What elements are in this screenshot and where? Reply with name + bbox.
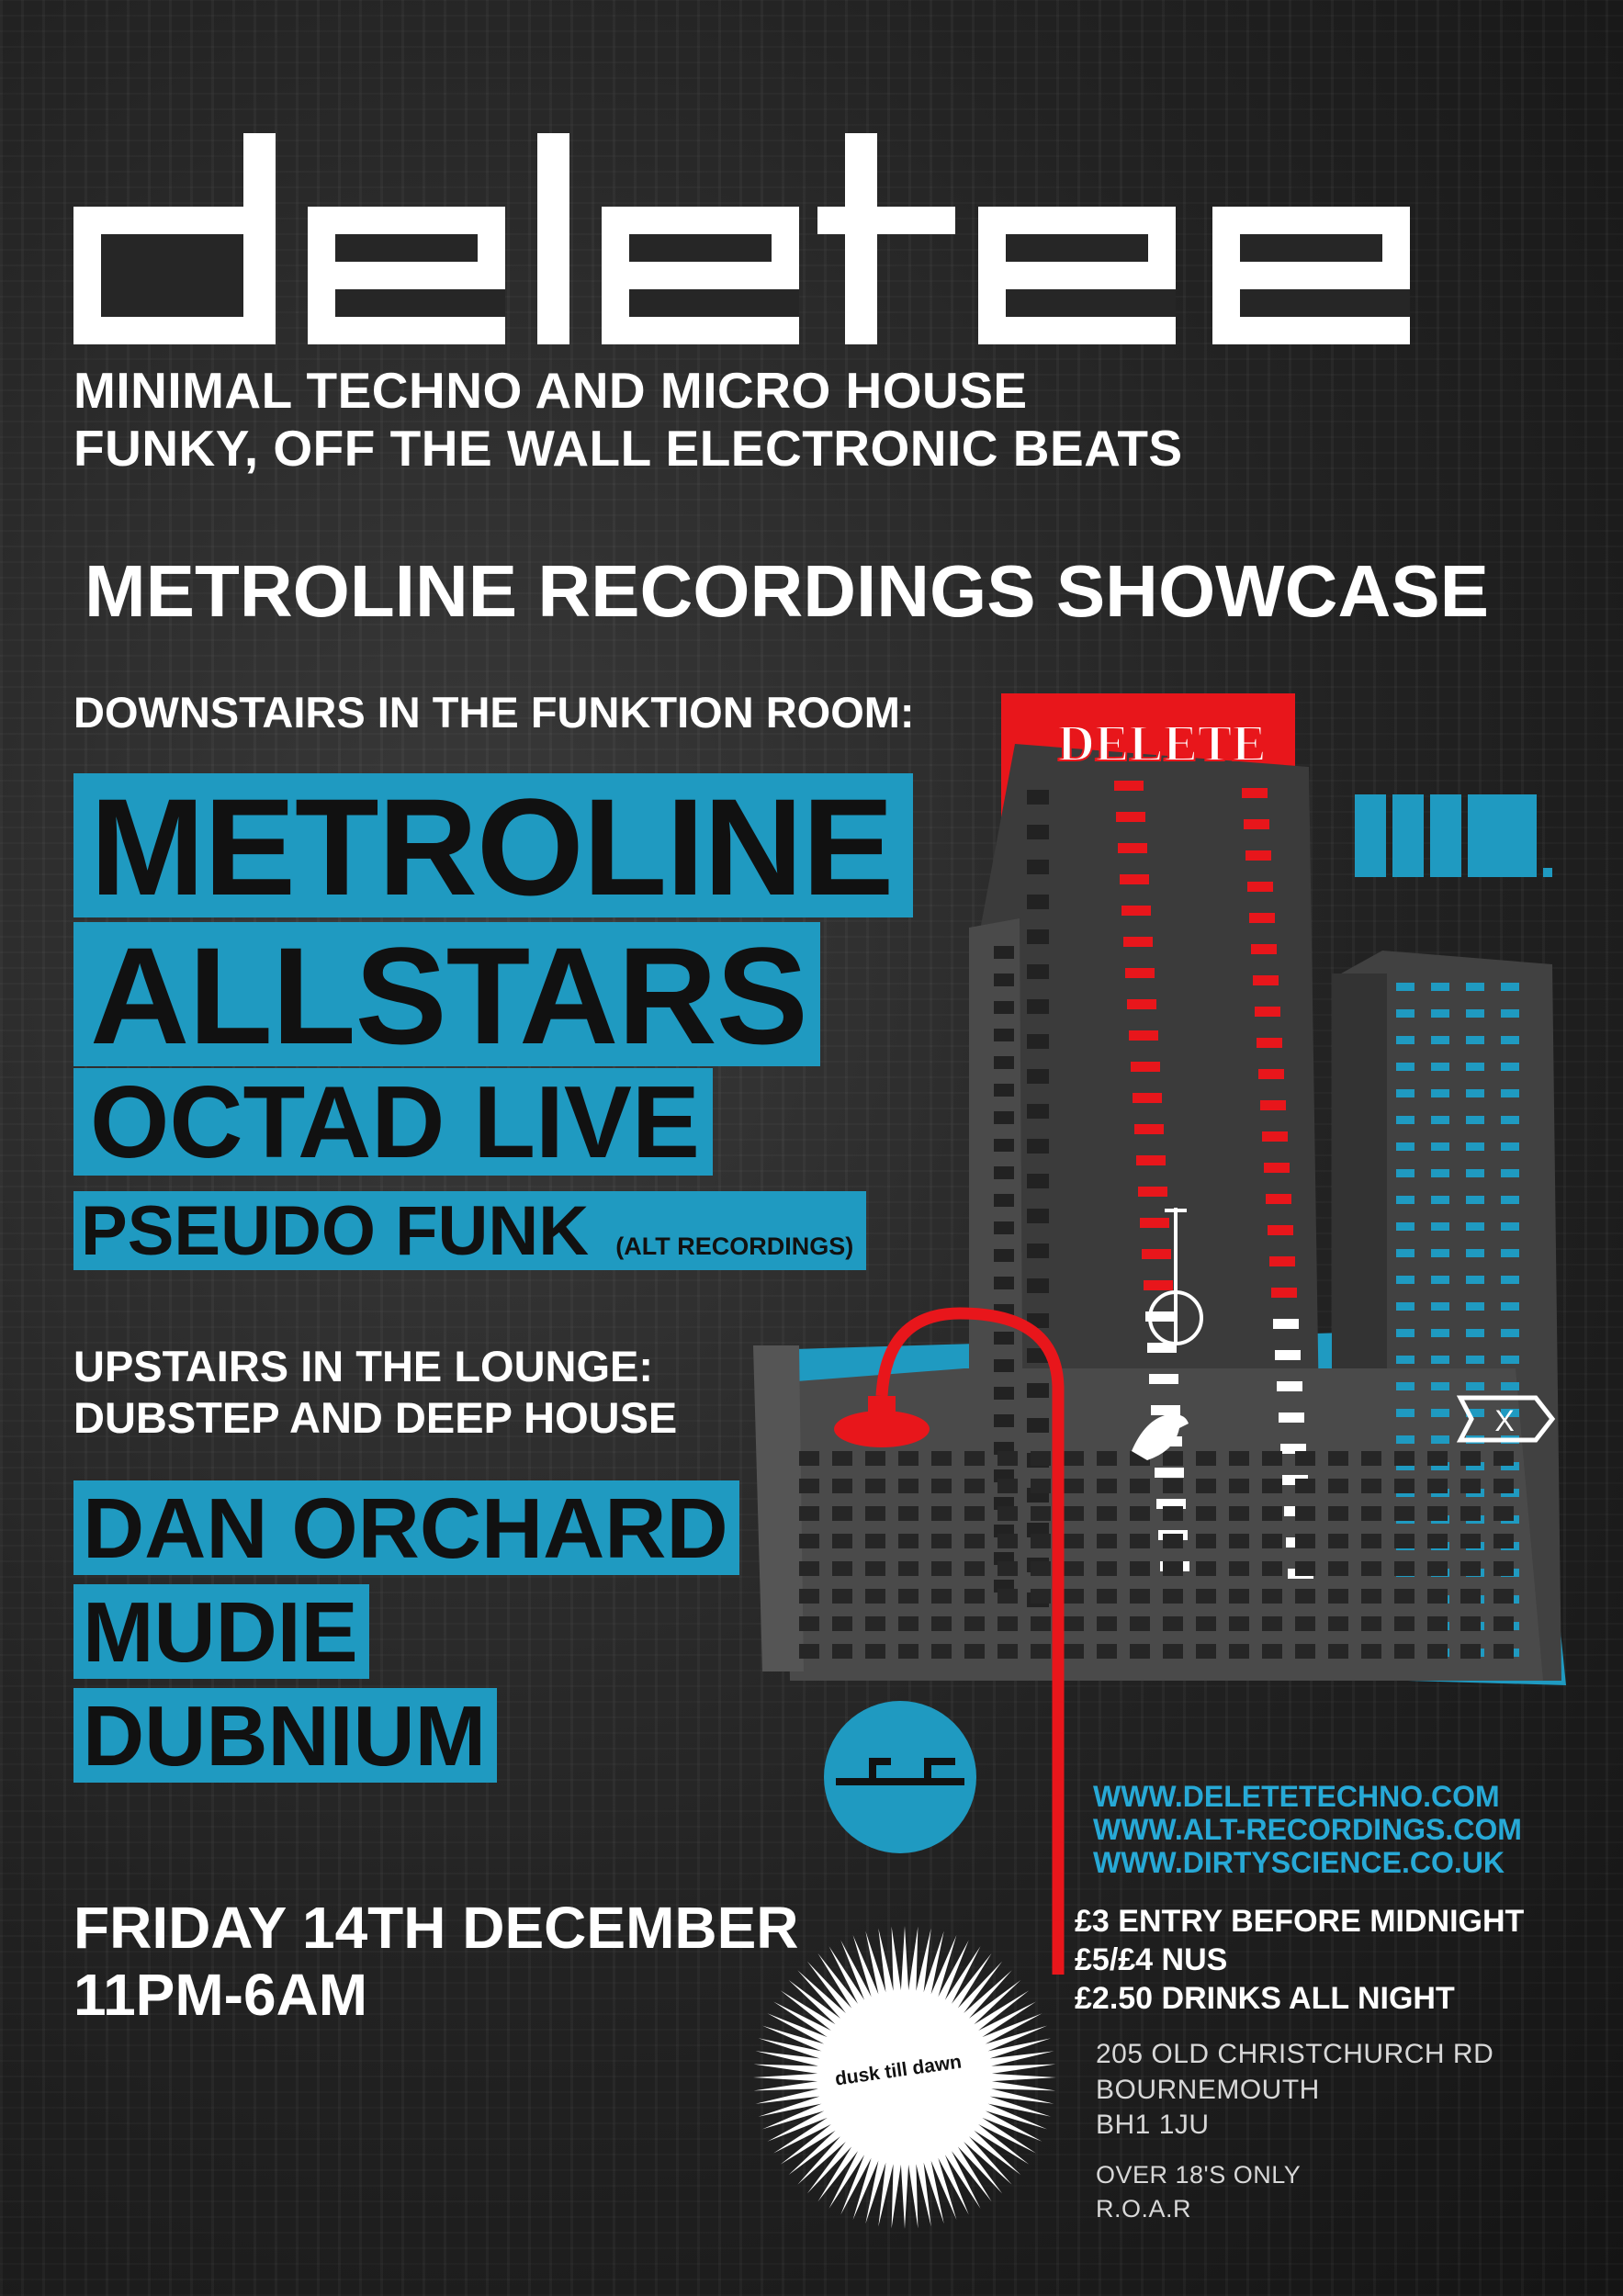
- event-day: FRIDAY 14TH DECEMBER: [73, 1895, 799, 1961]
- price-drinks: £2.50 DRINKS ALL NIGHT: [1075, 1981, 1455, 2016]
- tagline-line-1: MINIMAL TECHNO AND MICRO HOUSE: [73, 362, 1028, 419]
- street-lamp-icon: [834, 1307, 1065, 1975]
- upstairs-heading: UPSTAIRS IN THE LOUNGE:: [73, 1342, 654, 1390]
- act-octad-live: OCTAD LIVE: [73, 1068, 713, 1176]
- act-dan-orchard: DAN ORCHARD: [73, 1480, 739, 1575]
- roar-notice: R.O.A.R: [1096, 2195, 1192, 2223]
- act-dubnium: DUBNIUM: [73, 1688, 498, 1783]
- dirty-science-logo-icon: [824, 1701, 976, 1853]
- act-allstars: ALLSTARS: [73, 922, 820, 1066]
- sunburst-icon: [753, 1926, 1056, 2229]
- act-pseudo-funk: PSEUDO FUNK (ALT RECORDINGS): [73, 1191, 867, 1270]
- upstairs-genre: DUBSTEP AND DEEP HOUSE: [73, 1393, 678, 1442]
- age-restriction: OVER 18'S ONLY: [1096, 2161, 1302, 2189]
- address-line-3: BH1 1JU: [1096, 2110, 1210, 2140]
- showcase-title: METROLINE RECORDINGS SHOWCASE: [85, 550, 1489, 632]
- alt-recordings-logo-icon: [1148, 1208, 1203, 1345]
- metroline-logo-icon: [1355, 794, 1552, 877]
- link-dirtyscience[interactable]: WWW.DIRTYSCIENCE.CO.UK: [1093, 1846, 1505, 1879]
- tagline-line-2: FUNKY, OFF THE WALL ELECTRONIC BEATS: [73, 420, 1183, 477]
- address-line-2: BOURNEMOUTH: [1096, 2075, 1320, 2105]
- delete-wordmark-logo: [73, 133, 1410, 344]
- act-mudie: MUDIE: [73, 1584, 369, 1679]
- downstairs-heading: DOWNSTAIRS IN THE FUNKTION ROOM:: [73, 688, 915, 737]
- price-entry: £3 ENTRY BEFORE MIDNIGHT: [1075, 1904, 1525, 1939]
- act-metroline: METROLINE: [73, 773, 914, 917]
- link-deletetechno[interactable]: WWW.DELETETECHNO.COM: [1093, 1780, 1500, 1813]
- address-line-1: 205 OLD CHRISTCHURCH RD: [1096, 2039, 1494, 2069]
- bird-icon: [1132, 1413, 1189, 1460]
- x-badge-icon: X: [1456, 1395, 1556, 1443]
- event-time: 11PM-6AM: [73, 1962, 368, 2028]
- act-pseudo-funk-name: PSEUDO FUNK: [81, 1192, 590, 1270]
- svg-text:X: X: [1494, 1404, 1514, 1437]
- price-nus: £5/£4 NUS: [1075, 1942, 1228, 1977]
- link-alt-recordings[interactable]: WWW.ALT-RECORDINGS.COM: [1093, 1813, 1522, 1846]
- delete-sign: DELETE: [1057, 715, 1266, 772]
- act-pseudo-funk-note: (ALT RECORDINGS): [615, 1232, 854, 1260]
